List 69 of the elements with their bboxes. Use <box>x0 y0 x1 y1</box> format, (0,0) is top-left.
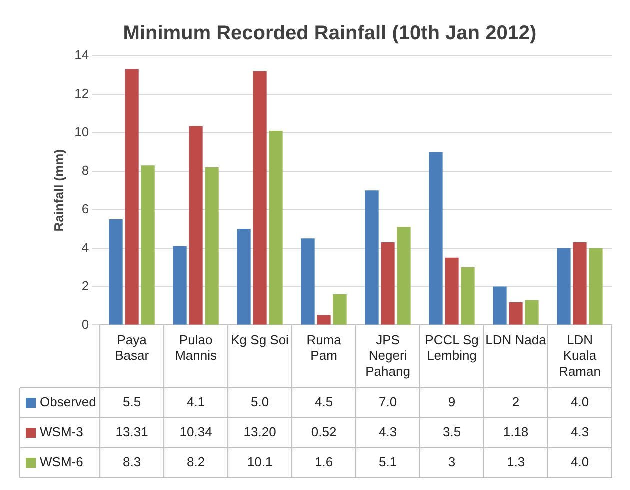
data-label: 8.2 <box>187 454 206 470</box>
legend-label: WSM-6 <box>40 454 84 470</box>
x-tick-label: JPS Negeri Pahang <box>366 332 410 379</box>
bar <box>253 71 267 325</box>
bar <box>317 315 331 325</box>
bar <box>589 248 603 325</box>
data-label: 9 <box>448 394 456 410</box>
y-axis-title: Rainfall (mm) <box>51 149 66 232</box>
data-label: 10.34 <box>180 424 212 440</box>
data-label: 3 <box>448 454 456 470</box>
y-tick-label: 0 <box>82 316 90 332</box>
data-label: 1.6 <box>314 454 334 470</box>
data-label: 8.3 <box>123 454 142 470</box>
bar <box>509 302 523 325</box>
x-tick-label: LDN Nada <box>486 332 548 348</box>
y-tick-label: 8 <box>82 162 90 178</box>
data-label: 13.20 <box>244 424 276 440</box>
bar <box>493 286 507 325</box>
data-label: 4.0 <box>570 394 590 410</box>
bar <box>381 242 395 325</box>
bar <box>397 227 411 325</box>
bar <box>557 248 571 325</box>
x-tick-label: Kg Sg Soi <box>231 332 290 348</box>
data-label: 1.3 <box>506 454 526 470</box>
bar <box>189 126 203 325</box>
y-tick-label: 12 <box>74 86 90 102</box>
data-label: 4.5 <box>314 394 334 410</box>
y-tick-label: 2 <box>82 278 90 294</box>
bar <box>333 294 347 325</box>
bar <box>365 190 379 325</box>
data-label: 1.18 <box>503 424 529 440</box>
x-tick-label: PCCL Sg Lembing <box>425 332 479 364</box>
y-tick-label: 14 <box>74 48 90 63</box>
data-label: 4.3 <box>378 424 398 440</box>
data-label: 4.3 <box>570 424 590 440</box>
data-label: 10.1 <box>247 454 273 470</box>
y-tick-label: 4 <box>82 240 90 255</box>
bar <box>141 166 155 325</box>
data-label: 5.5 <box>123 394 142 410</box>
x-tick-label: LDN Kuala Raman <box>559 332 601 379</box>
data-label: 4.0 <box>570 454 590 470</box>
bar <box>237 229 251 325</box>
y-tick-label: 6 <box>82 201 90 216</box>
data-label: 2 <box>512 394 520 410</box>
data-label: 13.31 <box>116 424 148 440</box>
data-label: 0.52 <box>311 424 337 440</box>
x-tick-label: Ruma Pam <box>306 332 342 364</box>
legend-label: Observed <box>40 394 96 410</box>
bar <box>269 130 283 325</box>
bar <box>125 69 139 325</box>
chart-title: Minimum Recorded Rainfall (10th Jan 2012) <box>123 22 537 45</box>
x-tick-label: Paya Basar <box>115 332 150 364</box>
data-label: 4.1 <box>187 394 206 410</box>
y-tick-label: 10 <box>74 124 90 140</box>
data-label: 5.0 <box>251 394 270 410</box>
bar <box>301 238 315 325</box>
bar <box>173 246 187 325</box>
bar <box>109 219 123 325</box>
bar <box>461 268 475 325</box>
data-label: 3.5 <box>442 424 462 440</box>
bar <box>429 152 443 325</box>
bar <box>573 242 587 325</box>
data-label: 5.1 <box>378 454 398 470</box>
data-label: 7.0 <box>378 394 398 410</box>
x-tick-label: Pulao Mannis <box>175 332 218 364</box>
bar <box>525 300 539 325</box>
legend-label: WSM-3 <box>40 424 84 440</box>
bar <box>205 168 219 325</box>
bar <box>445 258 459 325</box>
